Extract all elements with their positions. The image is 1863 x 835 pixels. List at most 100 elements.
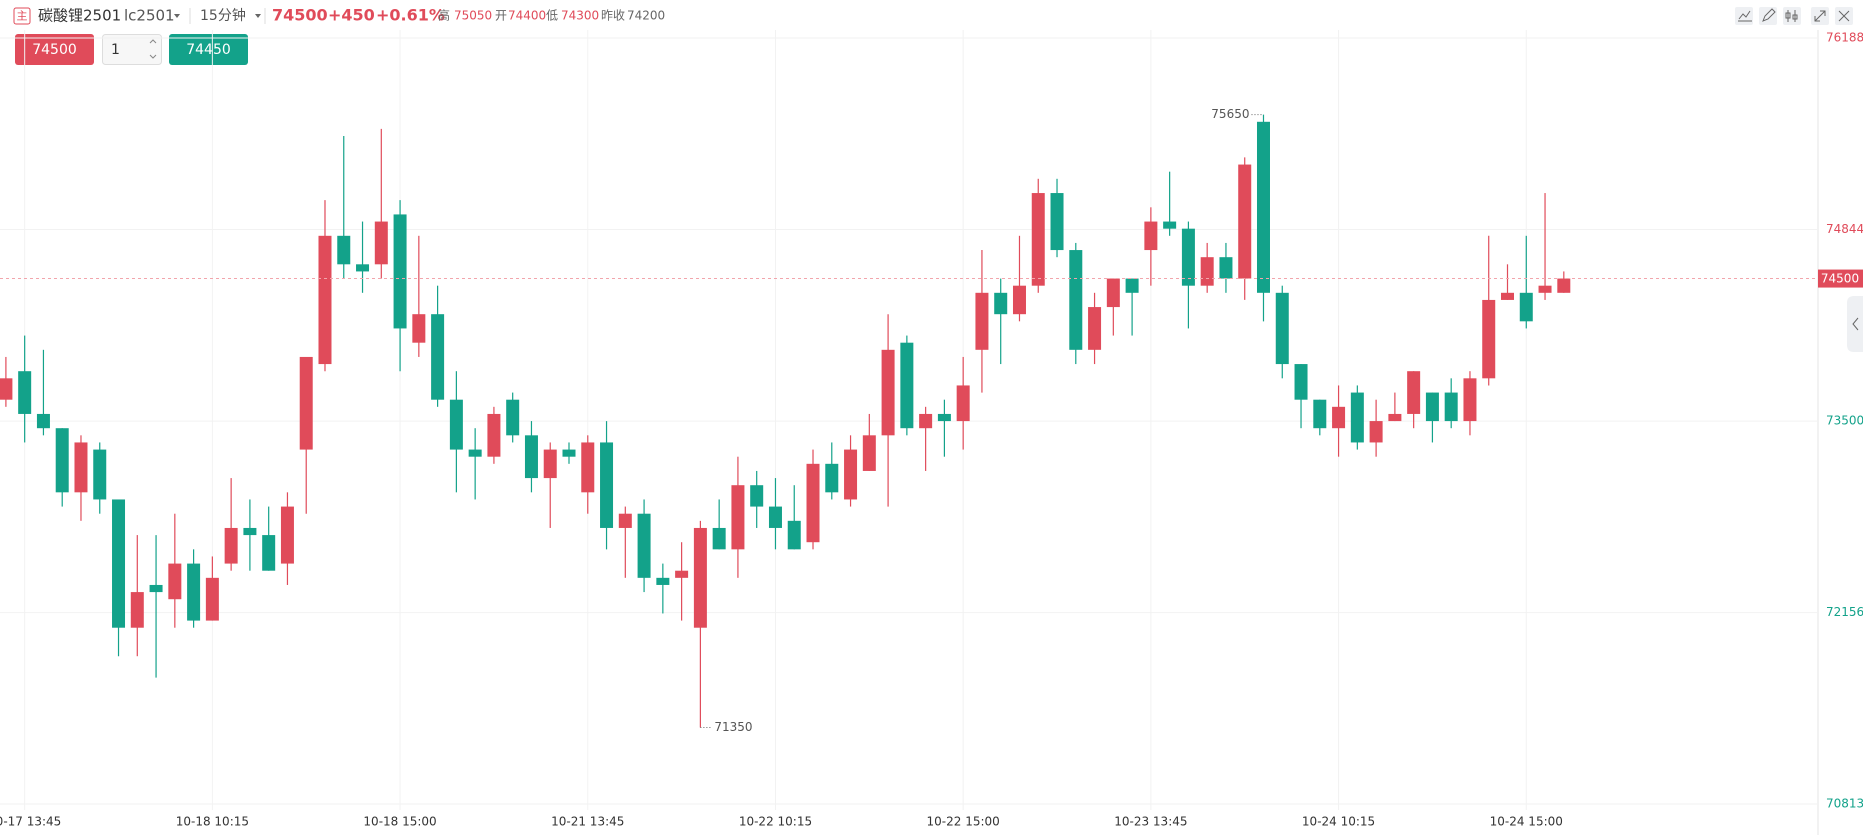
x-tick-label: 10-18 15:00 xyxy=(363,815,436,829)
stat-value: 74400 xyxy=(508,9,546,23)
candle-body xyxy=(374,221,388,265)
candle-body xyxy=(318,235,332,365)
candle-body xyxy=(93,449,107,500)
candle-body xyxy=(55,428,69,493)
max-label: 75650 xyxy=(1211,107,1249,121)
candle-body xyxy=(1181,228,1195,286)
candle-body xyxy=(168,563,182,600)
candle-body xyxy=(750,485,764,507)
stat-label: 开 xyxy=(495,9,507,23)
candle-body xyxy=(844,449,858,500)
candle-body xyxy=(243,527,257,536)
candle-body xyxy=(1332,406,1346,429)
candle-body xyxy=(1088,307,1102,350)
dropdown-arrow[interactable] xyxy=(174,14,180,18)
quantity[interactable]: 1 xyxy=(111,42,120,58)
toolbar xyxy=(1735,7,1853,25)
candle-body xyxy=(581,442,595,493)
candle-body xyxy=(600,442,614,528)
tool-icon[interactable] xyxy=(1735,7,1753,25)
candle-body xyxy=(825,463,839,493)
candle-body xyxy=(130,592,144,628)
candle-body xyxy=(543,449,557,479)
candle-body xyxy=(1313,399,1327,429)
stat-value: 74200 xyxy=(627,9,665,23)
quantity-input[interactable] xyxy=(102,34,162,65)
candle-body xyxy=(262,535,276,571)
candle-body xyxy=(280,506,294,564)
x-tick-label: 10-24 10:15 xyxy=(1302,815,1375,829)
candle-body xyxy=(36,413,50,429)
candle-body xyxy=(1219,257,1233,279)
instrument-code[interactable]: lc2501 xyxy=(124,7,175,25)
candle-body xyxy=(1444,392,1458,422)
min-label: 71350 xyxy=(714,720,752,734)
stat-label: 昨收 xyxy=(601,9,625,23)
candle-body xyxy=(1031,193,1045,286)
tool-icon[interactable] xyxy=(1759,7,1777,25)
stat-value: 75050 xyxy=(454,9,492,23)
candle-body xyxy=(1501,292,1514,300)
buy-price[interactable]: 74500 xyxy=(32,42,77,58)
candle-body xyxy=(1388,413,1402,422)
x-tick-label: 10-24 15:00 xyxy=(1490,815,1563,829)
stepper[interactable] xyxy=(149,39,157,59)
candle-body xyxy=(1519,292,1533,322)
candle-body xyxy=(431,314,445,400)
candle-body xyxy=(1256,121,1270,293)
candle-body xyxy=(187,563,201,621)
candle-body xyxy=(393,214,407,329)
candle-body xyxy=(524,435,538,479)
candle-body xyxy=(994,292,1008,315)
candle-body xyxy=(449,399,463,450)
sell-price[interactable]: 74450 xyxy=(186,42,231,58)
candle-body xyxy=(937,413,951,422)
candle-body xyxy=(1125,278,1139,293)
dropdown-arrow[interactable] xyxy=(255,14,261,18)
candle-body xyxy=(1538,285,1552,293)
candle-body xyxy=(656,577,670,585)
candle-body xyxy=(975,292,989,350)
tool-glyph xyxy=(1762,8,1776,22)
candle-body xyxy=(1557,278,1571,293)
candle-body xyxy=(1144,221,1158,251)
candle-body xyxy=(1463,378,1477,422)
sell-button[interactable] xyxy=(169,34,248,65)
candle-body xyxy=(205,577,219,621)
x-tick-label: 10-17 13:45 xyxy=(0,815,61,829)
candle-body xyxy=(468,449,482,457)
candle-body xyxy=(768,506,782,528)
candle-body xyxy=(337,235,351,265)
candle-body xyxy=(1050,193,1064,251)
period[interactable]: 15分钟 xyxy=(200,7,246,24)
candle-body xyxy=(299,356,313,450)
last-price: 74500 xyxy=(272,6,328,25)
x-tick-label: 10-21 13:45 xyxy=(551,815,624,829)
candle-body xyxy=(618,513,632,528)
candle-body xyxy=(919,413,933,429)
candle-body xyxy=(787,520,801,550)
candle-body xyxy=(487,413,501,457)
chart: 70813 72156 73500 74844 76188 10-17 13:45 10-1… xyxy=(0,30,1863,835)
stats: 高 75050 开 74400 低 74300 昨收 74200 xyxy=(438,8,665,23)
candle-body xyxy=(1163,221,1177,229)
candle-body xyxy=(1069,250,1083,350)
candle-body xyxy=(1407,371,1421,414)
candle-body xyxy=(1012,285,1026,315)
y-tick-label: 73500 xyxy=(1826,414,1863,428)
change-pct: +0.61% xyxy=(376,6,445,25)
stat-value: 74300 xyxy=(561,9,599,23)
candle-body xyxy=(1350,392,1364,443)
y-tick-label: 76188 xyxy=(1826,31,1863,45)
candle-body xyxy=(112,499,126,628)
x-tick-label: 10-23 13:45 xyxy=(1114,815,1187,829)
candle-body xyxy=(0,378,13,400)
buy-button[interactable] xyxy=(15,34,94,65)
side-tab[interactable] xyxy=(1847,296,1863,352)
y-tick-label: 70813 xyxy=(1826,797,1863,811)
candle-body xyxy=(881,349,895,436)
candle-body xyxy=(506,399,520,436)
candle-body xyxy=(1106,278,1120,308)
candle-body xyxy=(1369,421,1383,443)
